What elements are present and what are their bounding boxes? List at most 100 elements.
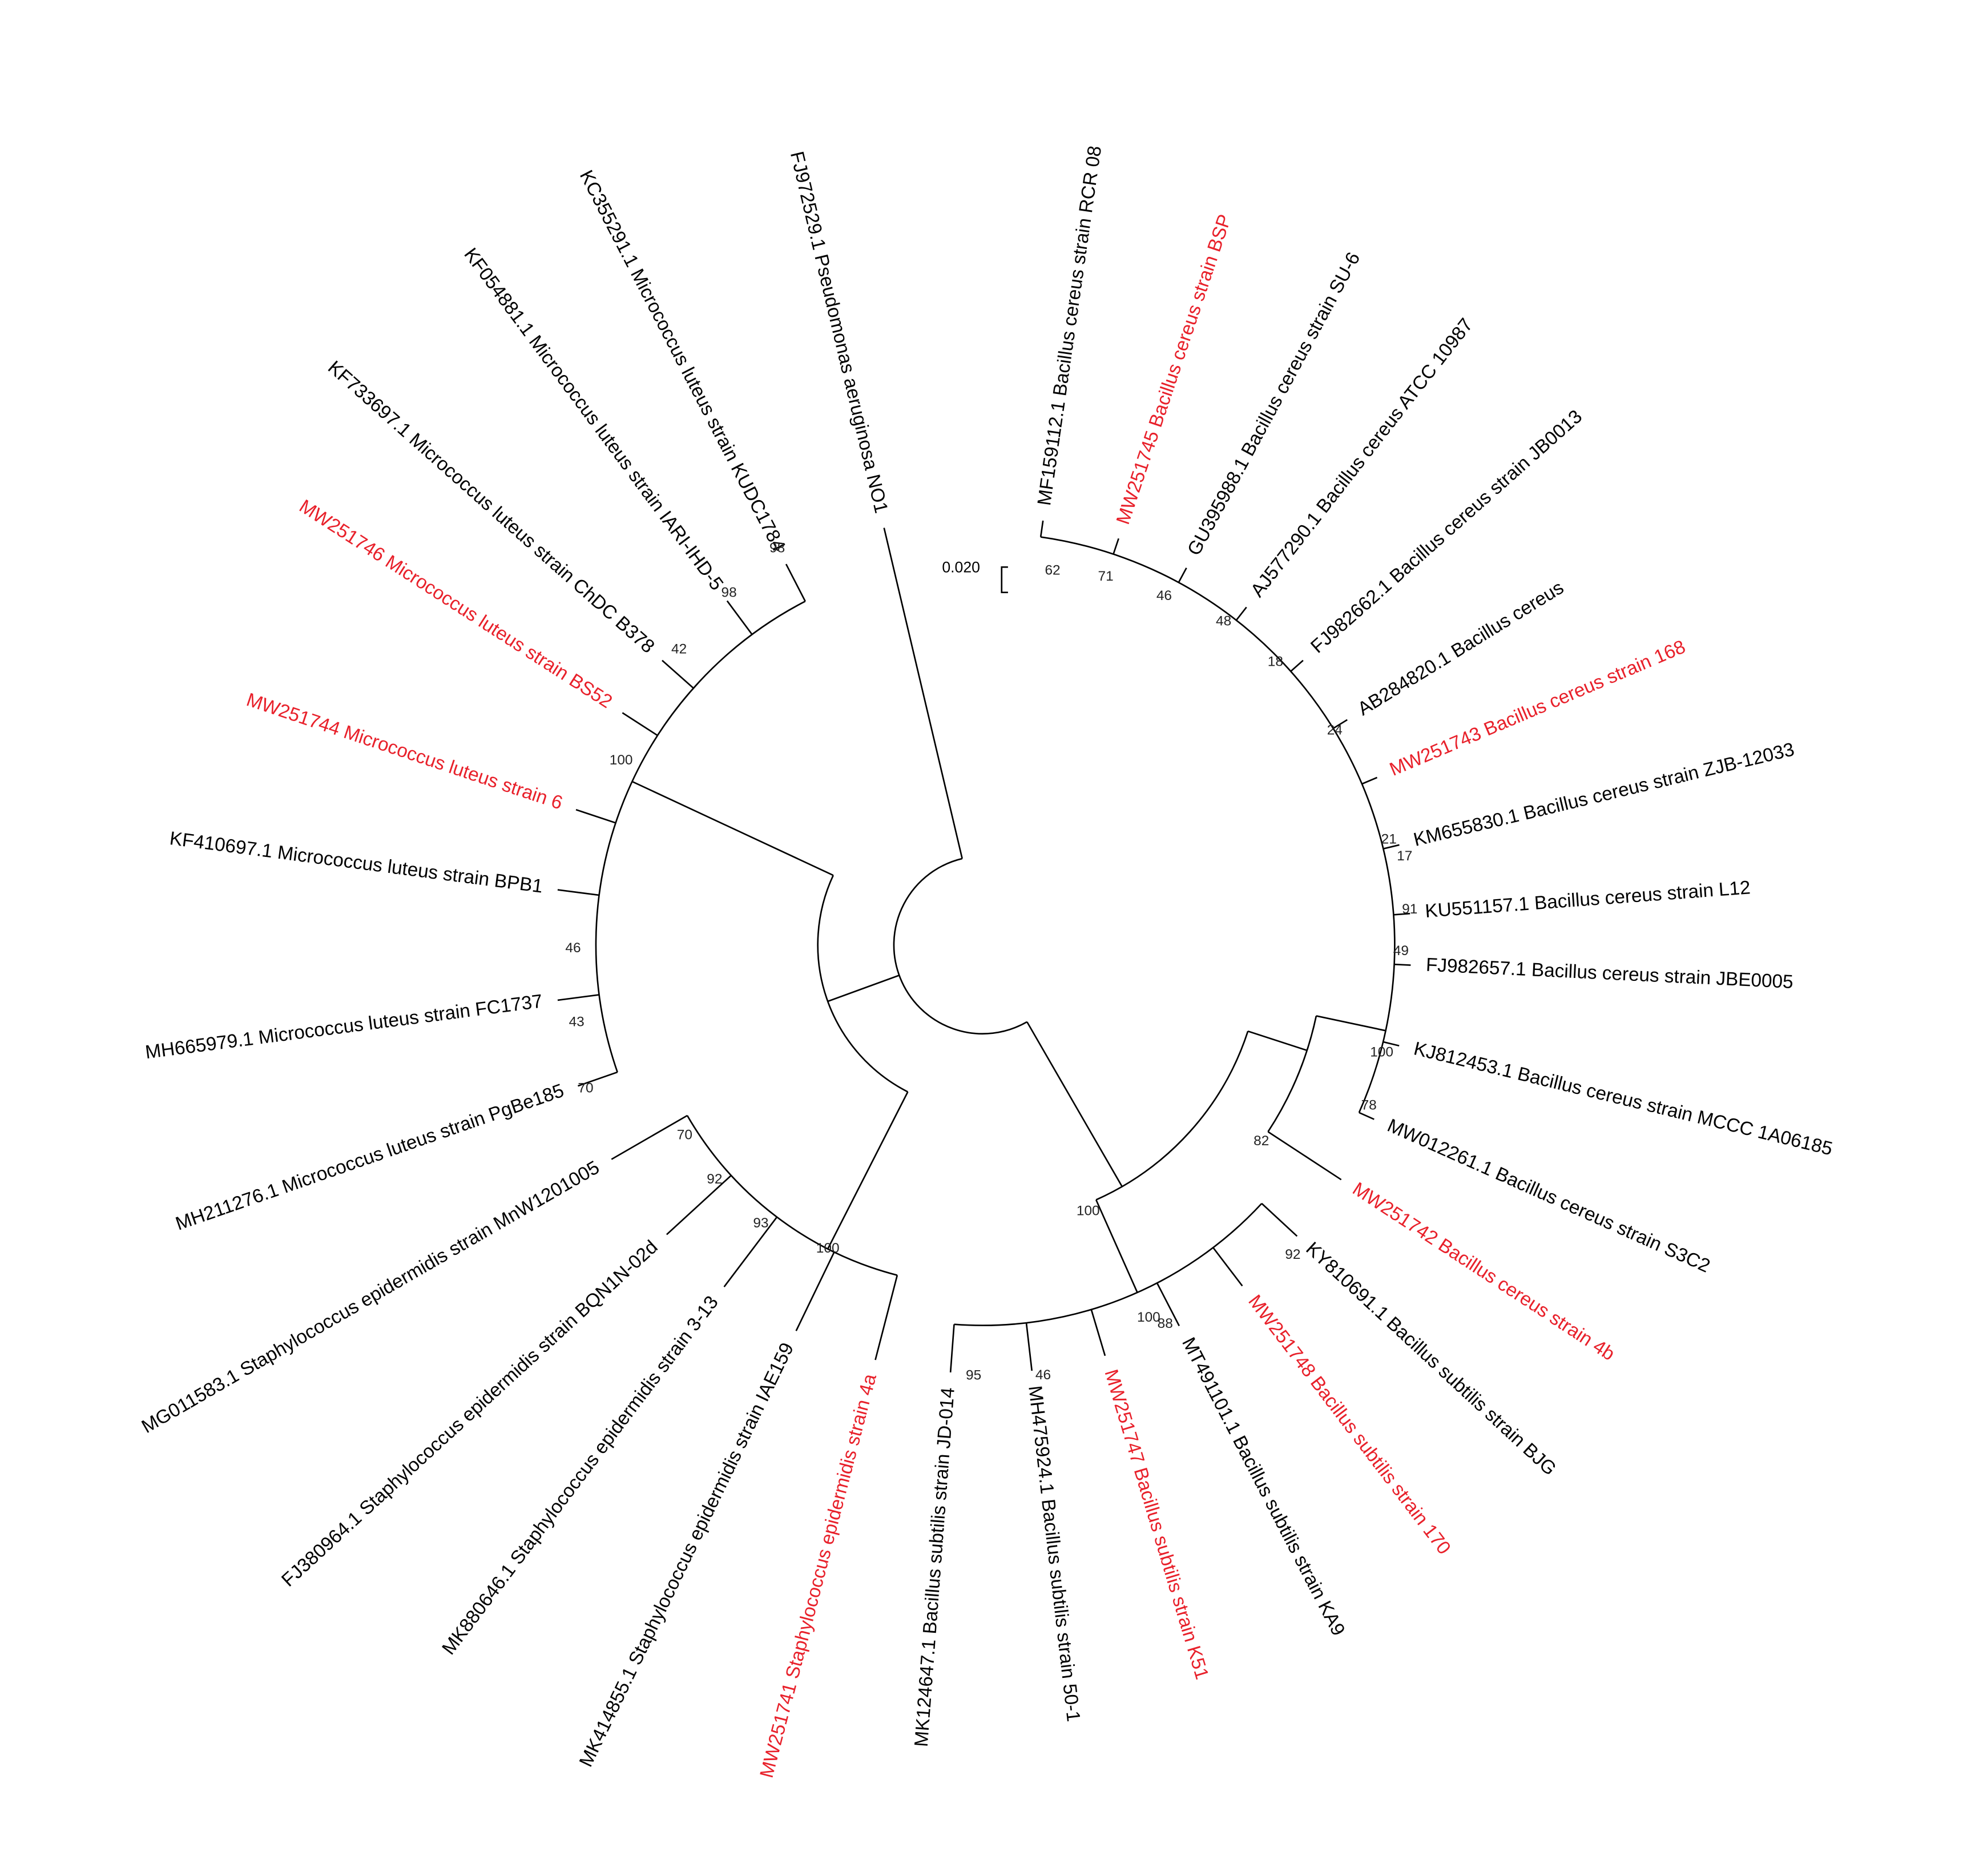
bootstrap-value: 88	[1158, 1316, 1173, 1331]
leaf-label: MF159112.1 Bacillus cereus strain RCR 08	[1034, 144, 1106, 507]
bootstrap-value: 95	[966, 1368, 981, 1383]
bootstrap-value: 70	[578, 1080, 593, 1096]
branch	[1235, 606, 1247, 621]
bootstrap-value: 82	[1254, 1133, 1269, 1149]
bootstrap-value: 100	[1137, 1310, 1160, 1325]
leaf-label: KU551157.1 Bacillus cereus strain L12	[1424, 877, 1751, 922]
branch	[1332, 719, 1348, 730]
leaf-label: MG011583.1 Staphylococcus epidermidis st…	[138, 1157, 603, 1438]
branch	[666, 1174, 732, 1235]
branch	[611, 1114, 688, 1160]
leaf-label: MK880646.1 Staphylococcus epidermidis st…	[438, 1292, 722, 1658]
branch	[1361, 776, 1378, 785]
leaf-label: FJ982657.1 Bacillus cereus strain JBE000…	[1425, 955, 1793, 993]
bootstrap-value: 62	[1045, 563, 1060, 578]
branch	[785, 563, 806, 602]
branch	[1247, 1030, 1308, 1052]
branch	[622, 712, 658, 736]
leaf-label: MW251744 Micrococcus luteus strain 6	[244, 689, 565, 814]
leaf-label: KJ812453.1 Bacillus cereus strain MCCC 1…	[1412, 1038, 1835, 1160]
leaf-label: FJ972529.1 Pseudomonas aeruginosa NO1	[786, 150, 892, 516]
branch	[1394, 963, 1411, 966]
branch	[1267, 1131, 1342, 1181]
branch	[1095, 1199, 1138, 1293]
leaf-label: MW012261.1 Bacillus cereus strain S3C2	[1384, 1115, 1713, 1277]
branch	[954, 1203, 1263, 1326]
branch	[1025, 1323, 1033, 1371]
branch	[1212, 1247, 1243, 1287]
branch	[1026, 1021, 1123, 1187]
branch	[795, 1251, 835, 1331]
leaf-label: KF054881.1 Micrococcus luteus strain IAR…	[460, 244, 727, 594]
branch	[662, 659, 694, 689]
branch	[817, 875, 908, 1093]
branch	[1156, 1282, 1180, 1326]
branch	[893, 858, 1027, 1035]
branch	[1267, 1016, 1317, 1133]
branch	[1261, 1202, 1298, 1237]
branch	[723, 1216, 778, 1287]
branch	[1090, 1309, 1106, 1356]
branch	[949, 1324, 955, 1372]
bootstrap-value: 92	[707, 1172, 722, 1187]
bootstrap-value: 100	[816, 1241, 840, 1256]
bootstrap-value: 98	[721, 585, 736, 601]
leaf-label: MK124647.1 Bacillus subtilis strain JD-0…	[911, 1387, 959, 1748]
leaf-label: MW251745 Bacillus cereus strain BSP	[1113, 212, 1236, 527]
leaf-label: KY810691.1 Bacillus subtilis strain BJG	[1301, 1238, 1560, 1480]
branch	[631, 780, 834, 876]
branch	[827, 975, 900, 1003]
bootstrap-value: 100	[1077, 1203, 1100, 1218]
branch	[1040, 536, 1396, 1113]
branch	[1393, 912, 1410, 916]
leaf-label: KM655830.1 Bacillus cereus strain ZJB-12…	[1412, 739, 1797, 851]
branch	[595, 601, 806, 1073]
bootstrap-value: 71	[1098, 569, 1114, 584]
bootstrap-value: 49	[1393, 943, 1409, 959]
branch	[874, 1275, 898, 1360]
bootstrap-value: 21	[1381, 832, 1397, 847]
scale-bar-label: 0.020	[942, 559, 980, 576]
branch	[1290, 659, 1304, 672]
bootstrap-value: 46	[565, 940, 581, 956]
bootstrap-value: 70	[677, 1128, 692, 1143]
branch	[577, 1071, 618, 1087]
leaf-label: MW251747 Bacillus subtilis strain K51	[1100, 1367, 1212, 1682]
leaf-label: MH475924.1 Bacillus subtilis strain 50-1	[1024, 1384, 1084, 1723]
leaf-label: FJ982662.1 Bacillus cereus strain JB0013	[1307, 406, 1586, 658]
bootstrap-value: 100	[1370, 1044, 1393, 1060]
branch	[1383, 844, 1400, 850]
bootstrap-value: 98	[769, 541, 785, 556]
branch	[1316, 1015, 1386, 1032]
bootstrap-value: 78	[1361, 1097, 1377, 1113]
leaf-label: KF410697.1 Micrococcus luteus strain BPB…	[168, 828, 544, 897]
branch	[883, 528, 963, 859]
bootstrap-value: 46	[1156, 588, 1172, 603]
branch	[1359, 1112, 1375, 1120]
branch	[726, 600, 753, 635]
leaf-label: FJ380964.1 Staphylococcus epidermidis st…	[277, 1237, 662, 1591]
bootstrap-value: 100	[610, 752, 633, 768]
branch	[557, 889, 599, 896]
bootstrap-value: 93	[753, 1215, 768, 1231]
leaf-label: MW251741 Staphylococcus epidermidis stra…	[756, 1371, 881, 1780]
branch	[557, 994, 599, 1001]
leaf-label: MH665979.1 Micrococcus luteus strain FC1…	[144, 991, 543, 1063]
bootstrap-value: 18	[1268, 654, 1283, 669]
branch	[1178, 567, 1187, 583]
bootstrap-value: 92	[1285, 1247, 1300, 1262]
bootstrap-value: 48	[1216, 613, 1231, 629]
branch	[1113, 538, 1119, 555]
branch	[575, 808, 616, 824]
scale-bar	[1001, 566, 1008, 594]
leaf-label: MK414855.1 Staphylococcus epidermidis st…	[575, 1339, 798, 1770]
branch	[827, 1091, 909, 1250]
bootstrap-value: 43	[569, 1014, 585, 1029]
leaf-label: KC355291.1 Micrococcus luteus strain KUD…	[575, 167, 789, 555]
branch	[1383, 1041, 1400, 1047]
leaf-label: AJ577290.1 Bacillus cereus ATCC 10987	[1247, 315, 1477, 601]
bootstrap-value: 24	[1327, 723, 1343, 738]
bootstrap-value: 42	[671, 641, 687, 657]
